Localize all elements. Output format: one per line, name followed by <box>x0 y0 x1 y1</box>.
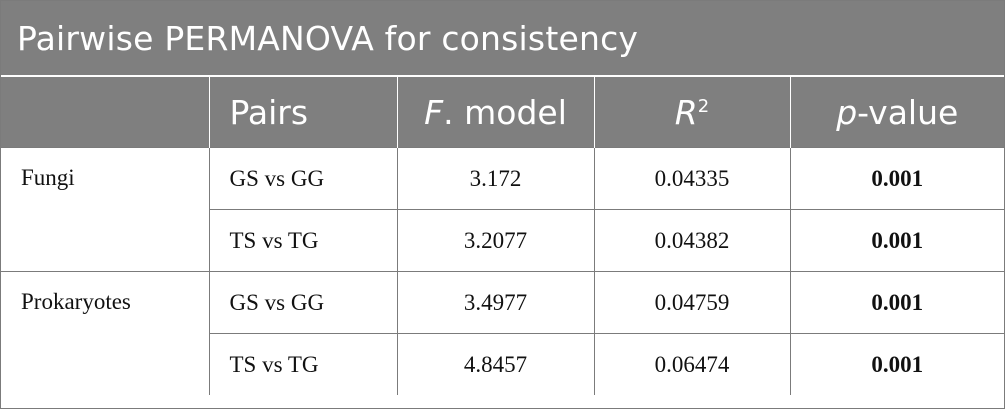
permanova-table: Pairs F. model R2 p-value Fungi GS vs GG… <box>1 77 1004 395</box>
f-model-cell: 3.2077 <box>396 209 594 272</box>
table-title: Pairwise PERMANOVA for consistency <box>17 18 639 58</box>
f-model-cell: 3.172 <box>396 147 594 210</box>
header-p-value: p-value <box>789 77 1004 148</box>
r2-cell: 0.04382 <box>593 209 790 272</box>
header-f-model-rest: . model <box>443 92 567 132</box>
f-model-cell: 3.4977 <box>396 271 594 334</box>
r2-cell: 0.04759 <box>593 271 790 334</box>
group-cell: Prokaryotes <box>1 271 209 395</box>
header-r-squared: R2 <box>593 77 790 148</box>
pair-cell: GS vs GG <box>208 271 397 334</box>
header-f-model-italic: F <box>424 92 444 132</box>
header-group <box>1 77 209 148</box>
table-row: Fungi GS vs GG 3.172 0.04335 0.001 <box>1 147 1004 272</box>
r2-cell: 0.06474 <box>593 333 790 395</box>
header-row: Pairs F. model R2 p-value <box>1 77 1004 148</box>
table-row: TS vs TG 3.2077 0.04382 0.001 <box>1 209 1004 272</box>
table-row: TS vs TG 4.8457 0.06474 0.001 <box>1 333 1004 395</box>
pair-cell: GS vs GG <box>208 147 397 210</box>
p-value-cell: 0.001 <box>789 271 1004 334</box>
table-row: Prokaryotes GS vs GG 3.4977 0.04759 0.00… <box>1 271 1004 395</box>
header-r-superscript: 2 <box>697 95 710 117</box>
header-r-base: R <box>674 92 698 132</box>
p-value-cell: 0.001 <box>789 209 1004 272</box>
header-f-model: F. model <box>396 77 594 148</box>
r2-cell: 0.04335 <box>593 147 790 210</box>
header-p-italic: p <box>836 92 858 132</box>
header-pairs: Pairs <box>208 77 397 148</box>
f-model-cell: 4.8457 <box>396 333 594 395</box>
p-value-cell: 0.001 <box>789 333 1004 395</box>
pair-cell: TS vs TG <box>208 333 397 395</box>
pair-cell: TS vs TG <box>208 209 397 272</box>
p-value-cell: 0.001 <box>789 147 1004 210</box>
header-p-rest: -value <box>857 92 959 132</box>
group-cell: Fungi <box>1 147 209 272</box>
table-title-bar: Pairwise PERMANOVA for consistency <box>1 1 1004 77</box>
